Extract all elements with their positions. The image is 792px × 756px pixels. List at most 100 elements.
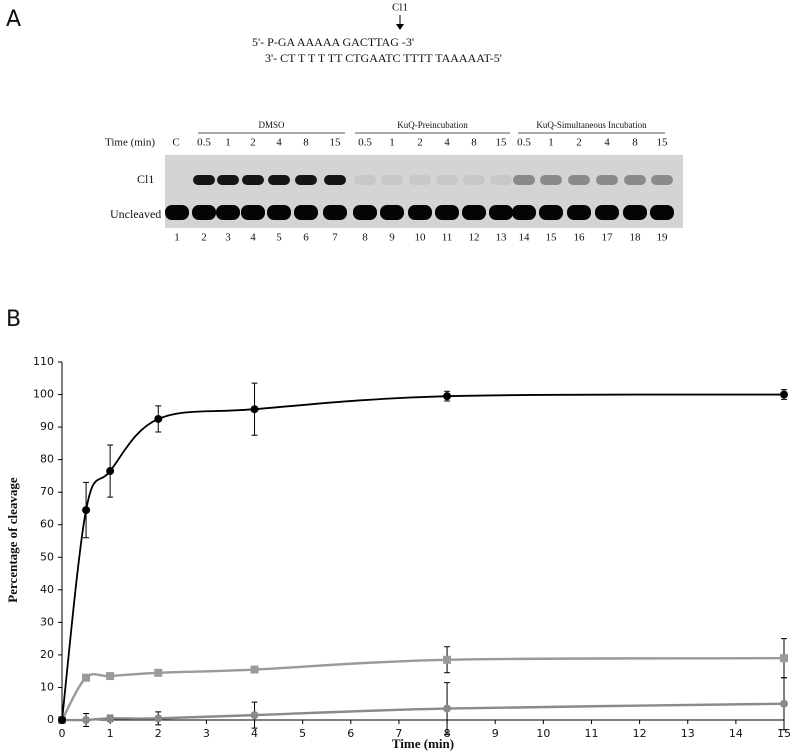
- marker: [780, 390, 788, 399]
- lane-number: 4: [250, 232, 256, 244]
- marker: [443, 392, 452, 401]
- uncleaved-band: [650, 205, 674, 220]
- uncleaved-band: [567, 205, 591, 220]
- time-label: 2: [417, 137, 423, 149]
- time-label: 15: [330, 137, 342, 149]
- panel-label: A: [6, 7, 21, 32]
- cl1-band: [513, 175, 535, 185]
- time-label: 8: [632, 137, 638, 149]
- y-tick-label: 30: [40, 615, 54, 628]
- time-label: 4: [276, 137, 282, 149]
- uncleaved-band: [380, 205, 404, 220]
- x-tick-label: 15: [777, 727, 791, 740]
- lane-number: 11: [442, 232, 453, 244]
- y-tick-label: 0: [47, 713, 54, 726]
- time-label: 0.5: [197, 137, 211, 149]
- row-label: Uncleaved: [110, 207, 161, 221]
- x-tick-label: 5: [299, 727, 306, 740]
- lane-number: 5: [276, 232, 282, 244]
- cl1-band: [436, 175, 458, 185]
- uncleaved-band: [165, 205, 189, 220]
- cl1-band: [596, 175, 618, 185]
- x-tick-label: 2: [155, 727, 162, 740]
- time-label: 1: [389, 137, 395, 149]
- marker: [780, 699, 788, 708]
- time-header: Time (min): [105, 137, 155, 149]
- time-label: 4: [444, 137, 450, 149]
- y-tick-label: 90: [40, 420, 54, 433]
- marker: [250, 711, 259, 720]
- marker: [82, 716, 91, 724]
- cl1-band: [490, 175, 512, 185]
- x-tick-label: 14: [729, 727, 743, 740]
- y-tick-label: 60: [40, 518, 54, 531]
- x-tick-label: 4: [251, 727, 258, 740]
- marker: [443, 704, 452, 713]
- x-tick-label: 11: [584, 727, 598, 740]
- y-tick-label: 80: [40, 453, 54, 466]
- x-tick-label: 0: [59, 727, 66, 740]
- marker: [154, 414, 163, 423]
- y-tick-label: 40: [40, 583, 54, 596]
- control-label: C: [172, 137, 179, 149]
- row-label: Cl1: [137, 172, 154, 186]
- x-tick-label: 7: [395, 727, 402, 740]
- lane-number: 14: [519, 232, 531, 244]
- uncleaved-band: [539, 205, 563, 220]
- y-tick-label: 20: [40, 648, 54, 661]
- lane-number: 2: [201, 232, 207, 244]
- lane-number: 10: [415, 232, 427, 244]
- lane-number: 13: [496, 232, 508, 244]
- lane-number: 8: [362, 232, 368, 244]
- group-label: KuQ-Simultaneous Incubation: [536, 120, 647, 130]
- sequence-bottom: 3'- CT T T T TT CTGAATC TTTT TAAAAAT-5': [265, 51, 502, 65]
- cl1-band: [268, 175, 290, 185]
- x-axis-label: Time (min): [392, 736, 454, 751]
- marker: [106, 714, 115, 723]
- lane-number: 12: [469, 232, 480, 244]
- group-label: KuQ-Preincubation: [397, 120, 468, 130]
- cl1-band: [624, 175, 646, 185]
- x-tick-label: 3: [203, 727, 210, 740]
- time-label: 0.5: [358, 137, 372, 149]
- lane-number: 19: [657, 232, 669, 244]
- time-label: 2: [250, 137, 256, 149]
- marker: [106, 672, 115, 681]
- uncleaved-band: [408, 205, 432, 220]
- site-arrowhead: [396, 24, 404, 30]
- marker: [250, 405, 259, 414]
- series-line: [60, 656, 785, 721]
- y-tick-label: 110: [33, 355, 54, 368]
- y-tick-label: 100: [33, 388, 54, 401]
- cl1-band: [463, 175, 485, 185]
- time-label: 15: [496, 137, 508, 149]
- marker: [250, 665, 259, 674]
- uncleaved-band: [595, 205, 619, 220]
- y-axis-label: Percentage of cleavage: [5, 477, 20, 603]
- group-label: DMSO: [258, 120, 285, 130]
- uncleaved-band: [323, 205, 347, 220]
- cl1-band: [242, 175, 264, 185]
- panel-label: B: [6, 307, 21, 332]
- cl1-band: [354, 175, 376, 185]
- cl1-band: [409, 175, 431, 185]
- cl1-band: [568, 175, 590, 185]
- lane-number: 9: [389, 232, 395, 244]
- cl1-band: [324, 175, 346, 185]
- uncleaved-band: [241, 205, 265, 220]
- lane-number: 1: [174, 232, 180, 244]
- marker: [154, 668, 163, 677]
- marker: [154, 714, 163, 723]
- lane-number: 16: [574, 232, 586, 244]
- series-line: [61, 702, 785, 722]
- marker: [780, 654, 788, 663]
- cl1-band: [381, 175, 403, 185]
- series-line: [61, 393, 785, 721]
- uncleaved-band: [623, 205, 647, 220]
- sequence-top: 5'- P-GA AAAAA GACTTAG -3': [252, 35, 414, 49]
- y-tick-label: 50: [40, 550, 54, 563]
- uncleaved-band: [192, 205, 216, 220]
- lane-number: 7: [332, 232, 338, 244]
- uncleaved-band: [353, 205, 377, 220]
